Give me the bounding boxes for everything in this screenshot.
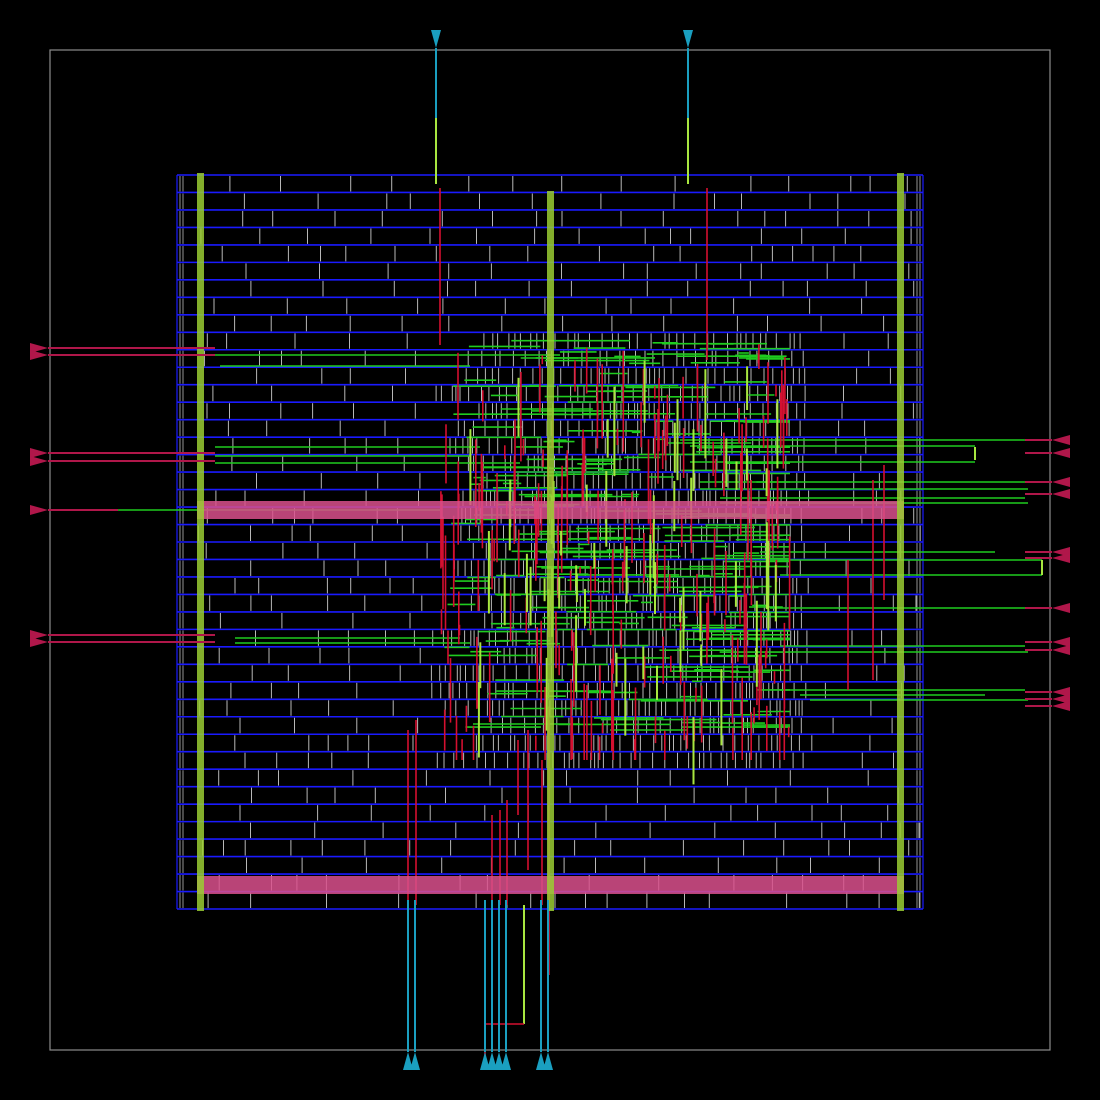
right-pin-icon (1052, 645, 1070, 655)
right-pin-icon (1052, 687, 1070, 697)
bottom-pin-icon (543, 1052, 553, 1070)
right-pin-icon (1052, 477, 1070, 487)
left-pin-icon (30, 505, 48, 515)
top-pin-icon (683, 30, 693, 48)
left-pin-icon (30, 343, 48, 353)
power-strap-vertical (897, 173, 904, 911)
left-pin-icon (30, 456, 48, 466)
right-pin-icon (1052, 637, 1070, 647)
bottom-pin-icon (480, 1052, 490, 1070)
bottom-pin-icon (487, 1052, 497, 1070)
power-strap-vertical (547, 191, 554, 911)
routing-metal-upper (435, 118, 1043, 1062)
right-pin-icon (1052, 603, 1070, 613)
right-pin-icon (1052, 694, 1070, 704)
bottom-pin-icon (536, 1052, 546, 1070)
right-pin-icon (1052, 435, 1070, 445)
die-boundary (49, 49, 1051, 1051)
vertical-power-straps (197, 173, 904, 911)
right-pin-icon (1052, 489, 1070, 499)
right-pin-icon (1052, 553, 1070, 563)
bottom-pin-icon (501, 1052, 511, 1070)
left-pin-icon (30, 448, 48, 458)
right-pin-icon (1052, 701, 1070, 711)
left-pin-icon (30, 350, 48, 360)
bottom-pin-icon (494, 1052, 504, 1070)
left-pin-icon (30, 637, 48, 647)
power-strap-vertical (197, 173, 204, 911)
top-pin-icon (431, 30, 441, 48)
io-pins (30, 30, 1070, 1070)
left-pin-icon (30, 630, 48, 640)
right-pin-icon (1052, 448, 1070, 458)
bottom-pin-icon (410, 1052, 420, 1070)
bottom-pin-icon (403, 1052, 413, 1070)
